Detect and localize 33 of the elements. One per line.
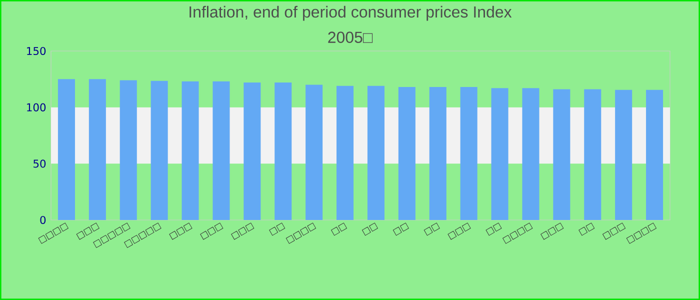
y-tick-label: 100 xyxy=(27,103,46,112)
bar xyxy=(58,79,75,220)
y-tick-label: 50 xyxy=(34,160,46,168)
chart-title: Inflation, end of period consumer prices Index xyxy=(190,6,512,21)
bar xyxy=(615,90,632,220)
x-tick-label: □□ xyxy=(269,222,286,236)
x-tick-label: □□ xyxy=(578,222,595,236)
bar xyxy=(491,88,508,220)
y-tick-label: 0 xyxy=(40,216,46,224)
bar xyxy=(212,81,230,220)
bar xyxy=(336,86,354,220)
bar xyxy=(460,87,478,220)
bar xyxy=(274,82,292,220)
chart-subtitle: 2005□ xyxy=(328,32,373,43)
bar xyxy=(646,90,664,220)
x-tick-label: □□ xyxy=(424,222,440,236)
x-tick-label: □□ xyxy=(330,222,348,236)
bar xyxy=(367,86,384,220)
bar xyxy=(553,89,570,220)
bar xyxy=(182,81,199,220)
y-tick-label: 150 xyxy=(27,46,46,56)
x-tick-label: □□ xyxy=(362,222,378,236)
bar xyxy=(398,87,416,220)
bar xyxy=(244,82,261,220)
bar xyxy=(584,89,602,220)
bar xyxy=(88,79,106,220)
bar xyxy=(150,80,168,220)
bar xyxy=(522,88,540,220)
bar xyxy=(429,87,446,220)
x-tick-label: □□ xyxy=(486,222,502,236)
bar xyxy=(306,84,323,220)
bar xyxy=(120,80,137,220)
x-tick-label: □□ xyxy=(392,222,409,236)
